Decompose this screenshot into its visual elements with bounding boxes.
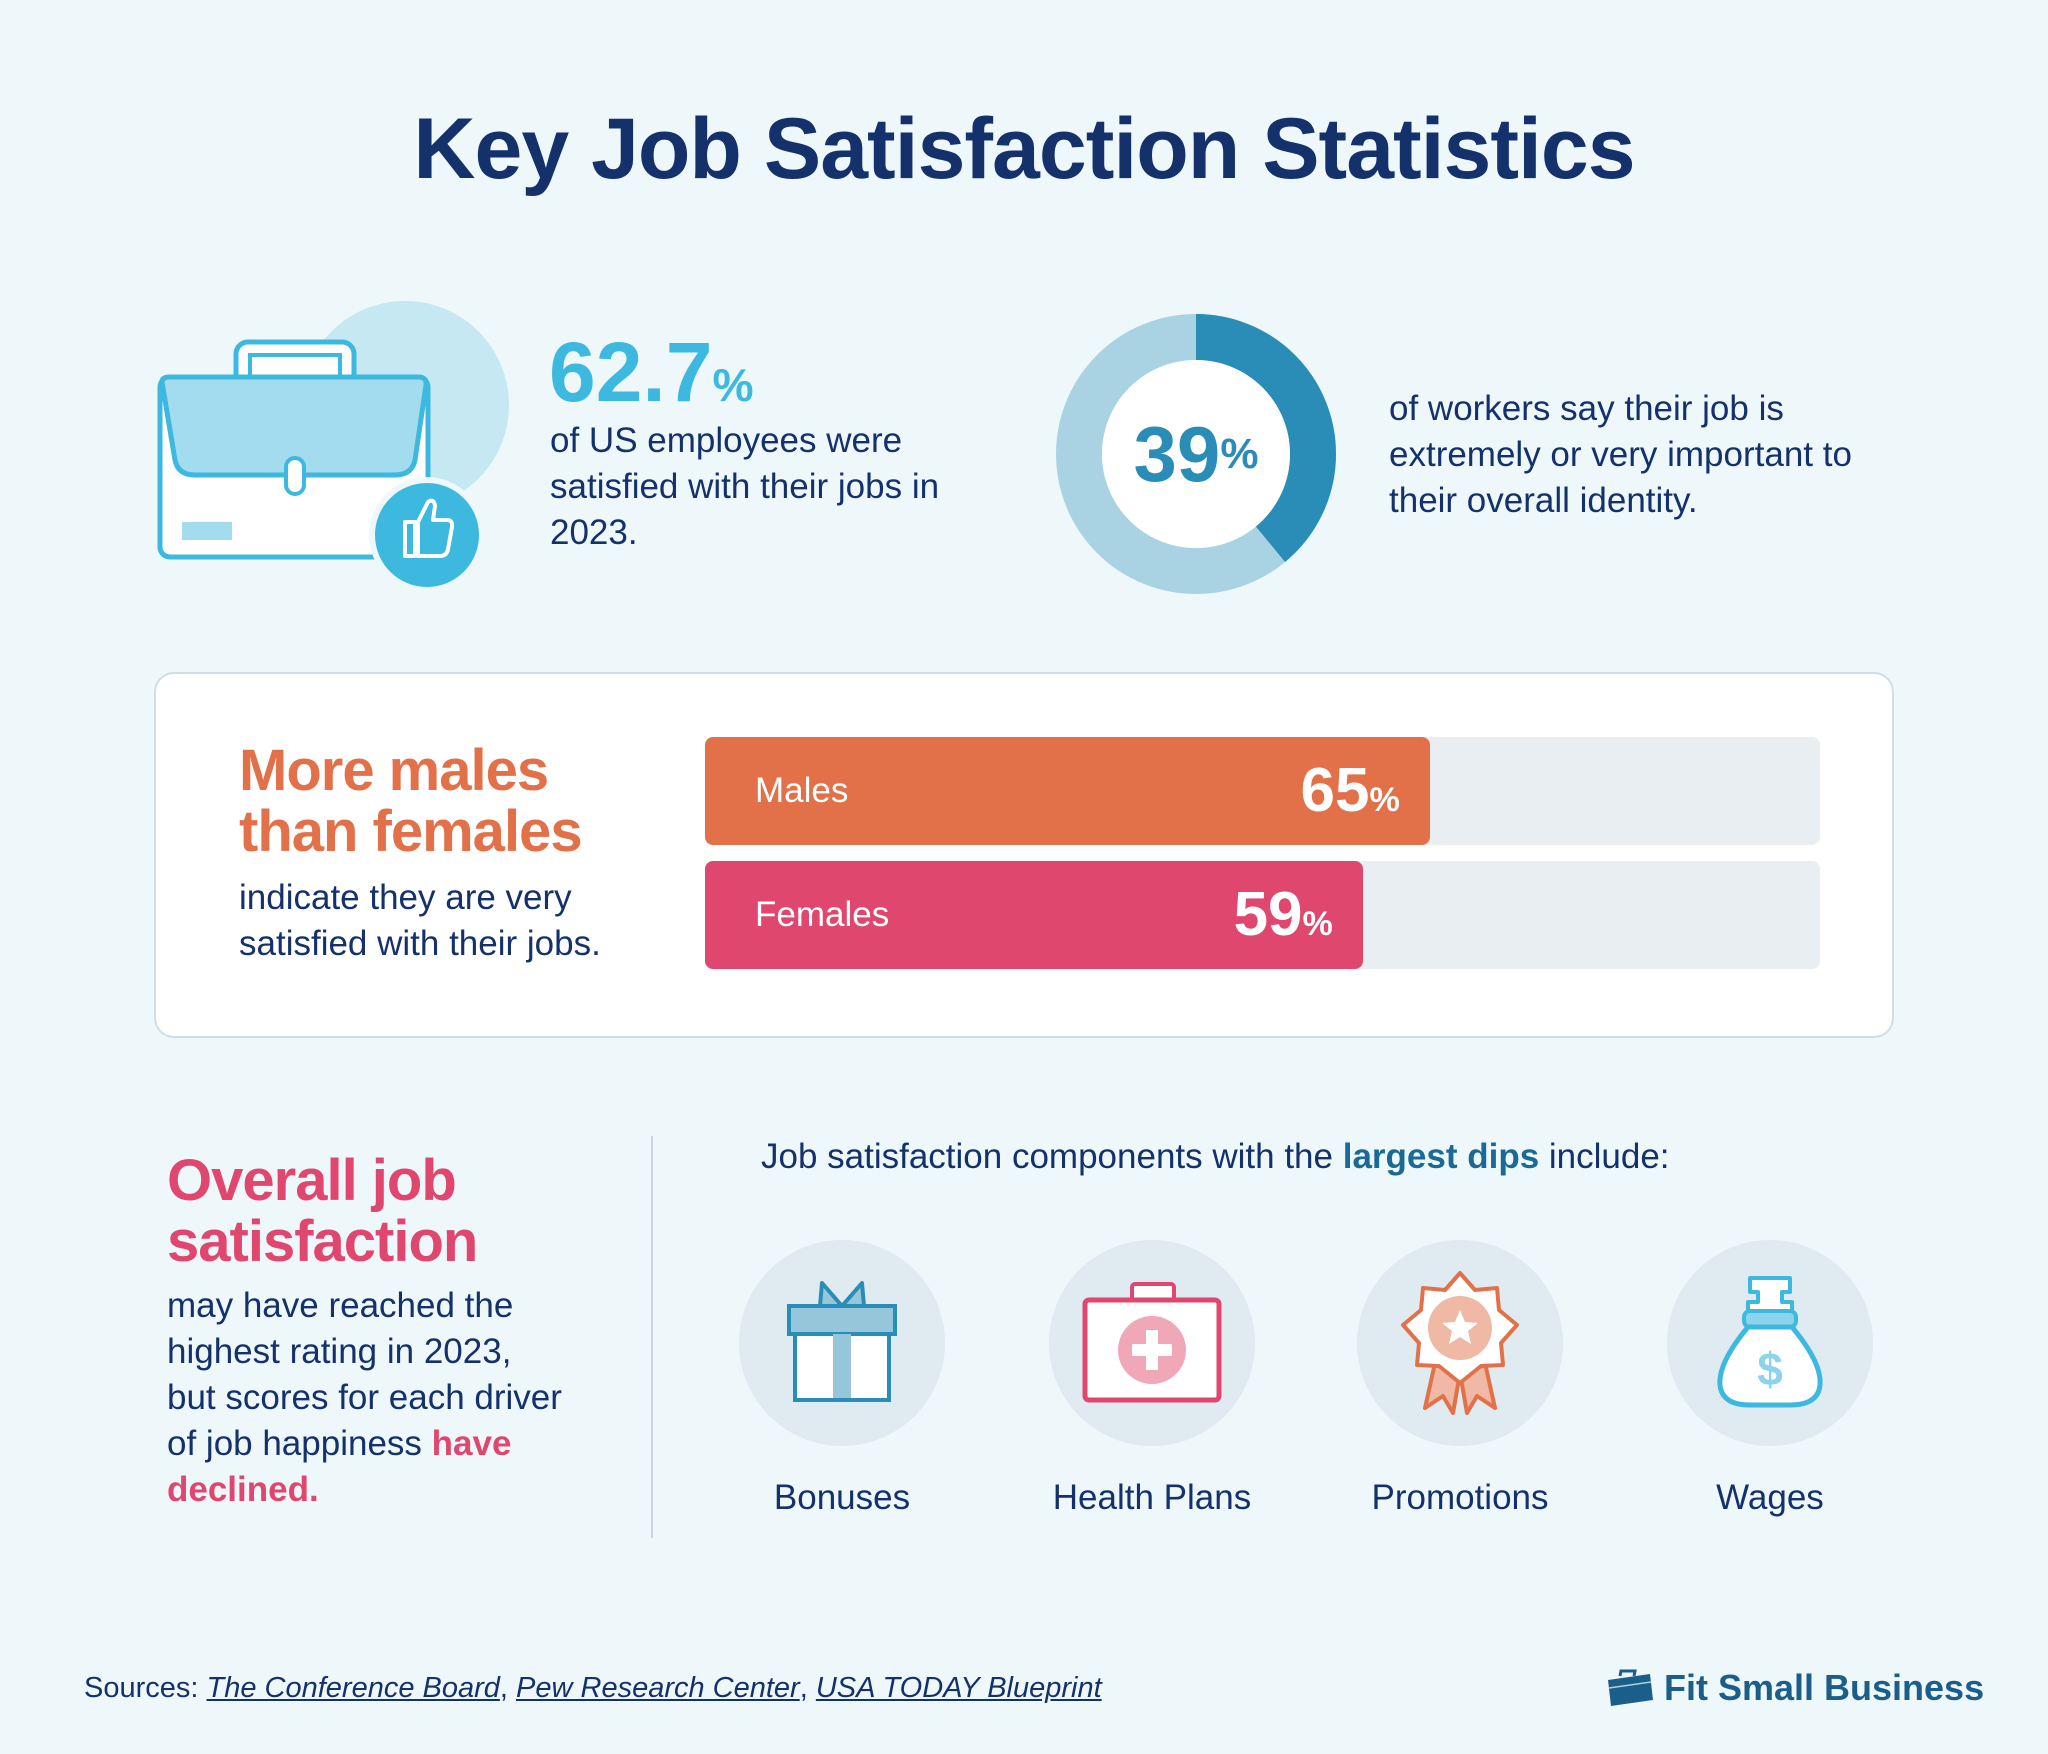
component-label: Promotions bbox=[1371, 1478, 1549, 1517]
males-label: Males bbox=[755, 771, 849, 810]
overall-description: may have reached the highest rating in 2… bbox=[167, 1283, 567, 1513]
bar-value-number: 59 bbox=[1233, 880, 1303, 949]
bar-value-number: 65 bbox=[1300, 756, 1370, 825]
satisfied-percentage: 62.7% bbox=[549, 330, 754, 414]
section-divider bbox=[651, 1136, 653, 1538]
money-bag-icon: $ bbox=[1717, 1276, 1823, 1408]
brand-name: Fit Small Business bbox=[1664, 1667, 1985, 1708]
identity-value: 39 bbox=[1133, 410, 1221, 498]
svg-text:$: $ bbox=[1757, 1343, 1783, 1395]
components-heading: Job satisfaction components with the lar… bbox=[761, 1137, 1670, 1177]
gender-heading: More males than females bbox=[239, 738, 583, 864]
gender-subtext: indicate they are very satisfied with th… bbox=[239, 878, 601, 963]
satisfied-value: 62.7 bbox=[549, 325, 713, 419]
gender-comparison-card bbox=[154, 672, 1894, 1038]
components-heading-pre: Job satisfaction components with the bbox=[761, 1137, 1343, 1176]
component-bonuses: Bonuses bbox=[712, 1240, 972, 1518]
components-heading-highlight: largest dips bbox=[1342, 1137, 1540, 1176]
component-promotions: Promotions bbox=[1330, 1240, 1590, 1518]
gift-icon bbox=[787, 1281, 897, 1402]
page-title: Key Job Satisfaction Statistics bbox=[413, 101, 1635, 197]
overall-highlight: have declined. bbox=[167, 1424, 512, 1509]
source-link-conference-board[interactable]: The Conference Board bbox=[206, 1672, 500, 1704]
satisfied-description: of US employees were satisfied with thei… bbox=[550, 421, 940, 552]
percent-sign: % bbox=[712, 359, 754, 411]
source-link-pew[interactable]: Pew Research Center bbox=[516, 1672, 800, 1704]
gender-heading-line2: than females bbox=[239, 799, 583, 864]
first-aid-kit-icon bbox=[1082, 1282, 1222, 1403]
components-heading-post: include: bbox=[1539, 1137, 1670, 1176]
identity-donut-chart bbox=[1056, 314, 1336, 594]
gender-heading-line1: More males bbox=[239, 738, 549, 803]
females-bar: 59% bbox=[705, 861, 1363, 969]
award-badge-icon bbox=[1401, 1271, 1519, 1415]
overall-text: may have reached the highest rating in 2… bbox=[167, 1286, 562, 1463]
sources-label: Sources: bbox=[84, 1672, 207, 1704]
source-link-usa-today[interactable]: USA TODAY Blueprint bbox=[815, 1672, 1102, 1704]
females-label: Females bbox=[755, 895, 890, 934]
overall-heading: Overall job satisfaction bbox=[167, 1148, 478, 1274]
brand-logo: Fit Small Business bbox=[1606, 1667, 1984, 1709]
component-health-plans: Health Plans bbox=[1022, 1240, 1282, 1518]
males-bar-track: 65% Males bbox=[705, 737, 1820, 845]
percent-sign: % bbox=[1220, 429, 1259, 478]
donut-value-arc bbox=[1056, 314, 1336, 594]
component-label: Bonuses bbox=[773, 1478, 911, 1517]
females-bar-track: 59% Females bbox=[705, 861, 1820, 969]
identity-description: of workers say their job is extremely or… bbox=[1389, 389, 1852, 520]
briefcase-thumbs-up-icon bbox=[157, 301, 509, 593]
bar-value: 65% bbox=[1300, 737, 1399, 854]
component-wages: $ Wages bbox=[1640, 1240, 1900, 1518]
bar-value: 59% bbox=[1234, 861, 1333, 978]
briefcase-logo-icon bbox=[1608, 1669, 1653, 1706]
overall-heading-line1: Overall job bbox=[167, 1148, 457, 1213]
component-label: Health Plans bbox=[1052, 1478, 1252, 1517]
percent-sign: % bbox=[1369, 781, 1400, 819]
overall-heading-line2: satisfaction bbox=[167, 1209, 478, 1274]
sources: Sources: The Conference Board, Pew Resea… bbox=[84, 1672, 1102, 1704]
males-bar: 65% bbox=[705, 737, 1430, 845]
identity-percentage: 39% bbox=[1056, 314, 1336, 594]
percent-sign: % bbox=[1302, 905, 1333, 943]
component-label: Wages bbox=[1716, 1478, 1824, 1517]
